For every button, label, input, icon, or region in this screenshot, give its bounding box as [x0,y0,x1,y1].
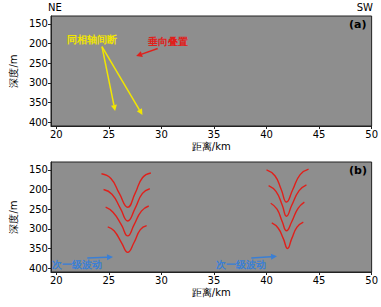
svg-text:深度/m: 深度/m [8,200,19,233]
svg-text:400: 400 [29,263,48,274]
svg-text:200: 200 [29,184,48,195]
svg-text:45: 45 [313,275,326,286]
svg-text:20: 20 [50,129,63,140]
svg-text:25: 25 [102,129,115,140]
svg-text:250: 250 [29,58,48,69]
svg-text:45: 45 [313,129,326,140]
svg-text:距离/km: 距离/km [192,287,231,298]
svg-text:150: 150 [29,164,48,175]
svg-text:40: 40 [260,275,273,286]
svg-text:50: 50 [365,129,378,140]
svg-text:20: 20 [50,275,63,286]
svg-text:350: 350 [29,97,48,108]
svg-text:250: 250 [29,204,48,215]
svg-text:300: 300 [29,77,48,88]
svg-text:300: 300 [29,223,48,234]
svg-text:150: 150 [29,18,48,29]
svg-text:NE: NE [48,2,62,13]
svg-text:垂向叠置: 垂向叠置 [147,36,188,47]
svg-text:40: 40 [260,129,273,140]
svg-text:350: 350 [29,243,48,254]
svg-text:30: 30 [155,129,168,140]
svg-text:同相轴间断: 同相轴间断 [67,34,117,45]
svg-text:200: 200 [29,38,48,49]
svg-text:次一级波动: 次一级波动 [52,259,102,270]
svg-text:深度/m: 深度/m [8,54,19,87]
svg-text:距离/km: 距离/km [192,141,231,152]
svg-text:30: 30 [155,275,168,286]
svg-text:35: 35 [208,275,221,286]
svg-text:50: 50 [365,275,378,286]
svg-text:(b): (b) [349,164,367,177]
svg-text:SW: SW [357,2,373,13]
svg-text:(a): (a) [349,18,366,31]
svg-text:25: 25 [102,275,115,286]
svg-text:35: 35 [208,129,221,140]
svg-text:400: 400 [29,117,48,128]
svg-text:次一级波动: 次一级波动 [216,259,266,270]
